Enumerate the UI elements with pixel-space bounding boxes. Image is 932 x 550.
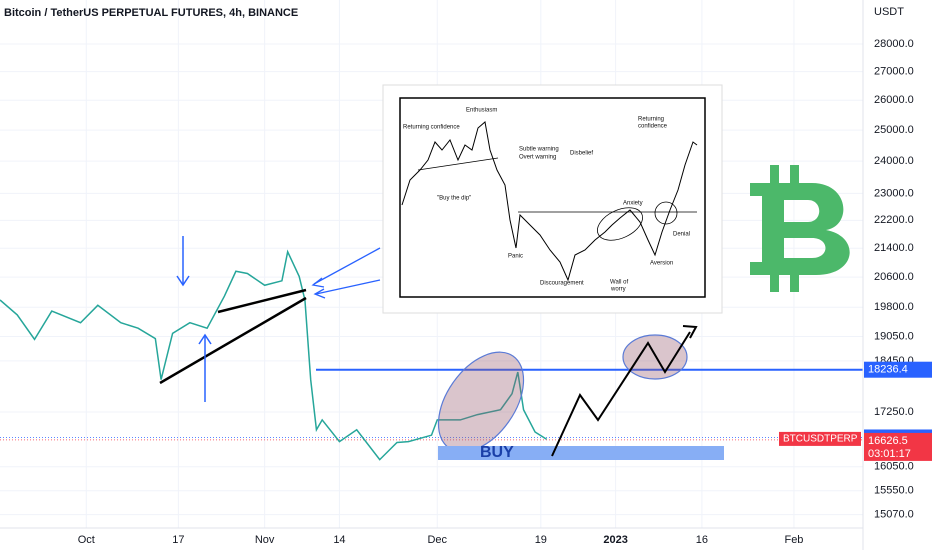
inset-label: Returning confidence bbox=[403, 125, 460, 131]
projection-path bbox=[551, 331, 691, 457]
inset-label: Overt warning bbox=[519, 155, 556, 161]
inset-label: Anxiety bbox=[623, 201, 643, 207]
inset-curve bbox=[401, 121, 698, 282]
x-tick-label: Feb bbox=[784, 534, 803, 546]
inset-label: Enthusiasm bbox=[466, 108, 497, 114]
x-tick-label: 16 bbox=[696, 534, 708, 546]
buy-label: BUY bbox=[480, 444, 514, 461]
arrow-head bbox=[176, 275, 190, 287]
y-tick-label: 27000.0 bbox=[874, 66, 914, 78]
inset-label: Wall of bbox=[610, 280, 628, 286]
arrow bbox=[315, 279, 381, 295]
axes: 28000.0 27000.0 26000.0 25000.0 24000.0 23000… bbox=[78, 38, 932, 546]
x-tick-label: Oct bbox=[78, 534, 95, 546]
inset-label: Returning bbox=[638, 117, 664, 123]
chart-title: Bitcoin / TetherUS PERPETUAL FUTURES, 4h… bbox=[4, 7, 298, 19]
price-line bbox=[0, 249, 547, 461]
inset-label: Aversion bbox=[650, 261, 673, 267]
inset-label: Discouragement bbox=[540, 281, 584, 287]
inset-ellipse bbox=[654, 201, 678, 225]
arrow-head bbox=[682, 325, 698, 339]
inset-ellipse bbox=[597, 207, 643, 241]
y-tick-label: 25000.0 bbox=[874, 124, 914, 136]
inset-label: Denial bbox=[673, 232, 690, 238]
arrow-head bbox=[311, 277, 326, 299]
inset-plot bbox=[399, 97, 706, 298]
trend-line bbox=[217, 288, 307, 314]
x-tick-label: 19 bbox=[535, 534, 547, 546]
price-badge-label: 18236.4 bbox=[868, 364, 908, 376]
x-tick-label: 14 bbox=[333, 534, 345, 546]
trend-line bbox=[159, 296, 307, 385]
inset-label: confidence bbox=[638, 124, 668, 130]
x-tick-label: Nov bbox=[255, 534, 275, 546]
inset-label: Subtle warning bbox=[519, 147, 559, 153]
symbol-label: BTCUSDTPERP bbox=[783, 434, 858, 445]
x-tick-label: 2023 bbox=[603, 534, 627, 546]
y-tick-label: 15550.0 bbox=[874, 485, 914, 497]
y-tick-label: 17250.0 bbox=[874, 406, 914, 418]
last-price-label: 16626.5 bbox=[868, 435, 908, 447]
y-tick-label: 22200.0 bbox=[874, 214, 914, 226]
y-tick-label: 20600.0 bbox=[874, 271, 914, 283]
y-tick-label: 19050.0 bbox=[874, 330, 914, 342]
y-tick-label: 15070.0 bbox=[874, 508, 914, 520]
y-tick-label: 21400.0 bbox=[874, 242, 914, 254]
y-tick-label: 24000.0 bbox=[874, 155, 914, 167]
inset-line bbox=[417, 157, 499, 171]
y-tick-label: 19800.0 bbox=[874, 301, 914, 313]
inset-label: Disbelief bbox=[570, 151, 593, 157]
arrow bbox=[313, 247, 381, 285]
inset-label: Panic bbox=[508, 254, 523, 260]
x-tick-label: 17 bbox=[172, 534, 184, 546]
y-tick-label: 28000.0 bbox=[874, 38, 914, 50]
y-tick-label: 26000.0 bbox=[874, 94, 914, 106]
y-tick-label: 16050.0 bbox=[874, 461, 914, 473]
buy-zone bbox=[438, 446, 724, 460]
arrow-head bbox=[198, 333, 212, 345]
inset-image: Enthusiasm Returning confidence Subtle w… bbox=[382, 84, 723, 314]
price-badge bbox=[864, 361, 932, 378]
inset-label: "Buy the dip" bbox=[437, 196, 471, 202]
bitcoin-logo bbox=[750, 165, 850, 292]
countdown-label: 03:01:17 bbox=[868, 448, 911, 460]
inset-label: worry bbox=[610, 287, 626, 293]
highlight-ellipse bbox=[622, 334, 688, 380]
axis-unit: USDT bbox=[874, 6, 904, 18]
last-price-badge bbox=[864, 432, 932, 461]
x-tick-label: Dec bbox=[427, 534, 447, 546]
symbol-badge bbox=[779, 431, 861, 446]
price-series bbox=[0, 249, 547, 461]
y-tick-label: 23000.0 bbox=[874, 187, 914, 199]
levels bbox=[0, 368, 863, 441]
